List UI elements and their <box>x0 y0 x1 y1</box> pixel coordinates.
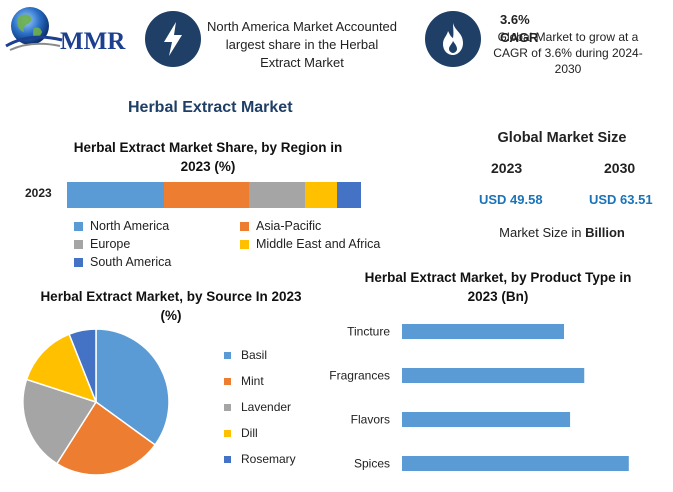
brand-name: MMR <box>60 28 126 55</box>
globe-icon <box>5 7 63 51</box>
value-2023: USD 49.58 <box>479 192 543 207</box>
legend-label: Rosemary <box>241 452 296 466</box>
legend-label: Europe <box>90 237 131 251</box>
lightning-icon-badge <box>145 11 201 67</box>
legend-item-south-america: South America <box>74 255 171 269</box>
lightning-icon <box>164 22 182 56</box>
pie-slice-rosemary <box>68 329 97 403</box>
value-2030: USD 63.51 <box>589 192 653 207</box>
stack-segment-north-america <box>67 182 165 208</box>
legend-swatch <box>74 257 83 267</box>
bar-spices <box>402 456 629 471</box>
unit-prefix: Market Size in <box>499 225 582 240</box>
pie-slice-lavender <box>22 378 98 465</box>
mmr-logo: MMR <box>2 4 132 60</box>
pie-slice-mint <box>55 400 157 476</box>
legend-label: Dill <box>241 426 258 440</box>
year-2023: 2023 <box>491 160 523 176</box>
pie-slice-basil <box>95 329 170 446</box>
product-chart-title: Herbal Extract Market, by Product Type i… <box>364 270 632 304</box>
source-pie-chart <box>22 329 170 476</box>
pie-legend-item-mint: Mint <box>224 368 296 394</box>
legend-label: North America <box>90 219 170 233</box>
cagr-title: 3.6% CAGR <box>500 12 539 45</box>
legend-label: Middle East and Africa <box>256 237 381 251</box>
legend-swatch <box>224 429 231 437</box>
page-title: Herbal Extract Market <box>128 99 293 116</box>
pie-slice-dill <box>25 333 98 404</box>
legend-label: Mint <box>241 374 264 388</box>
year-2030: 2030 <box>604 160 636 176</box>
bar-label-flavors: Flavors <box>351 413 390 427</box>
legend-swatch <box>74 221 83 231</box>
pie-legend-item-basil: Basil <box>224 342 296 368</box>
product-bar-chart: Tincture Fragrances Flavors Spices <box>329 324 629 471</box>
region-chart-title: Herbal Extract Market Share, by Region i… <box>73 140 343 174</box>
unit-value: Billion <box>585 225 625 240</box>
bar-label-spices: Spices <box>354 457 390 471</box>
stack-segment-europe <box>249 182 306 208</box>
pie-legend-item-lavender: Lavender <box>224 394 296 420</box>
legend-swatch <box>224 377 231 385</box>
flame-icon-badge <box>425 11 481 67</box>
legend-label: Asia-Pacific <box>256 219 322 233</box>
legend-swatch <box>240 221 249 231</box>
pie-legend-item-dill: Dill <box>224 420 296 446</box>
pie-legend: Basil Mint Lavender Dill Rosemary <box>224 342 296 472</box>
legend-label: South America <box>90 255 172 269</box>
legend-item-europe: Europe <box>74 237 130 251</box>
stack-segment-south-america <box>337 182 361 208</box>
size-unit-note: Market Size in Billion <box>470 225 654 240</box>
legend-swatch <box>240 239 249 249</box>
stack-segment-asia-pacific <box>164 182 250 208</box>
region-stacked-bar <box>67 182 361 208</box>
bar-label-tincture: Tincture <box>347 325 390 339</box>
cagr-note: Global Market to grow at a CAGR of 3.6% … <box>493 30 643 76</box>
legend-label: Basil <box>241 348 268 362</box>
legend-label: Lavender <box>241 400 292 414</box>
bar-tincture <box>402 324 564 339</box>
flame-icon <box>443 23 463 55</box>
pie-legend-item-rosemary: Rosemary <box>224 446 296 472</box>
legend-swatch <box>224 351 231 359</box>
source-chart-title: Herbal Extract Market, by Source In 2023… <box>40 289 302 323</box>
legend-swatch <box>224 455 231 463</box>
bar-flavors <box>402 412 571 427</box>
legend-item-middle-east-africa: Middle East and Africa <box>240 237 380 251</box>
bar-label-fragrances: Fragrances <box>329 369 390 383</box>
bar-fragrances <box>402 368 585 383</box>
north-america-note: North America Market Accounted largest s… <box>206 19 398 70</box>
legend-item-north-america: North America <box>74 219 169 233</box>
stack-segment-middle-east-and-africa <box>305 182 338 208</box>
legend-swatch <box>224 403 231 411</box>
global-size-title: Global Market Size <box>497 130 627 146</box>
region-chart-category: 2023 <box>25 186 52 200</box>
legend-item-asia-pacific: Asia-Pacific <box>240 219 321 233</box>
legend-swatch <box>74 239 83 249</box>
